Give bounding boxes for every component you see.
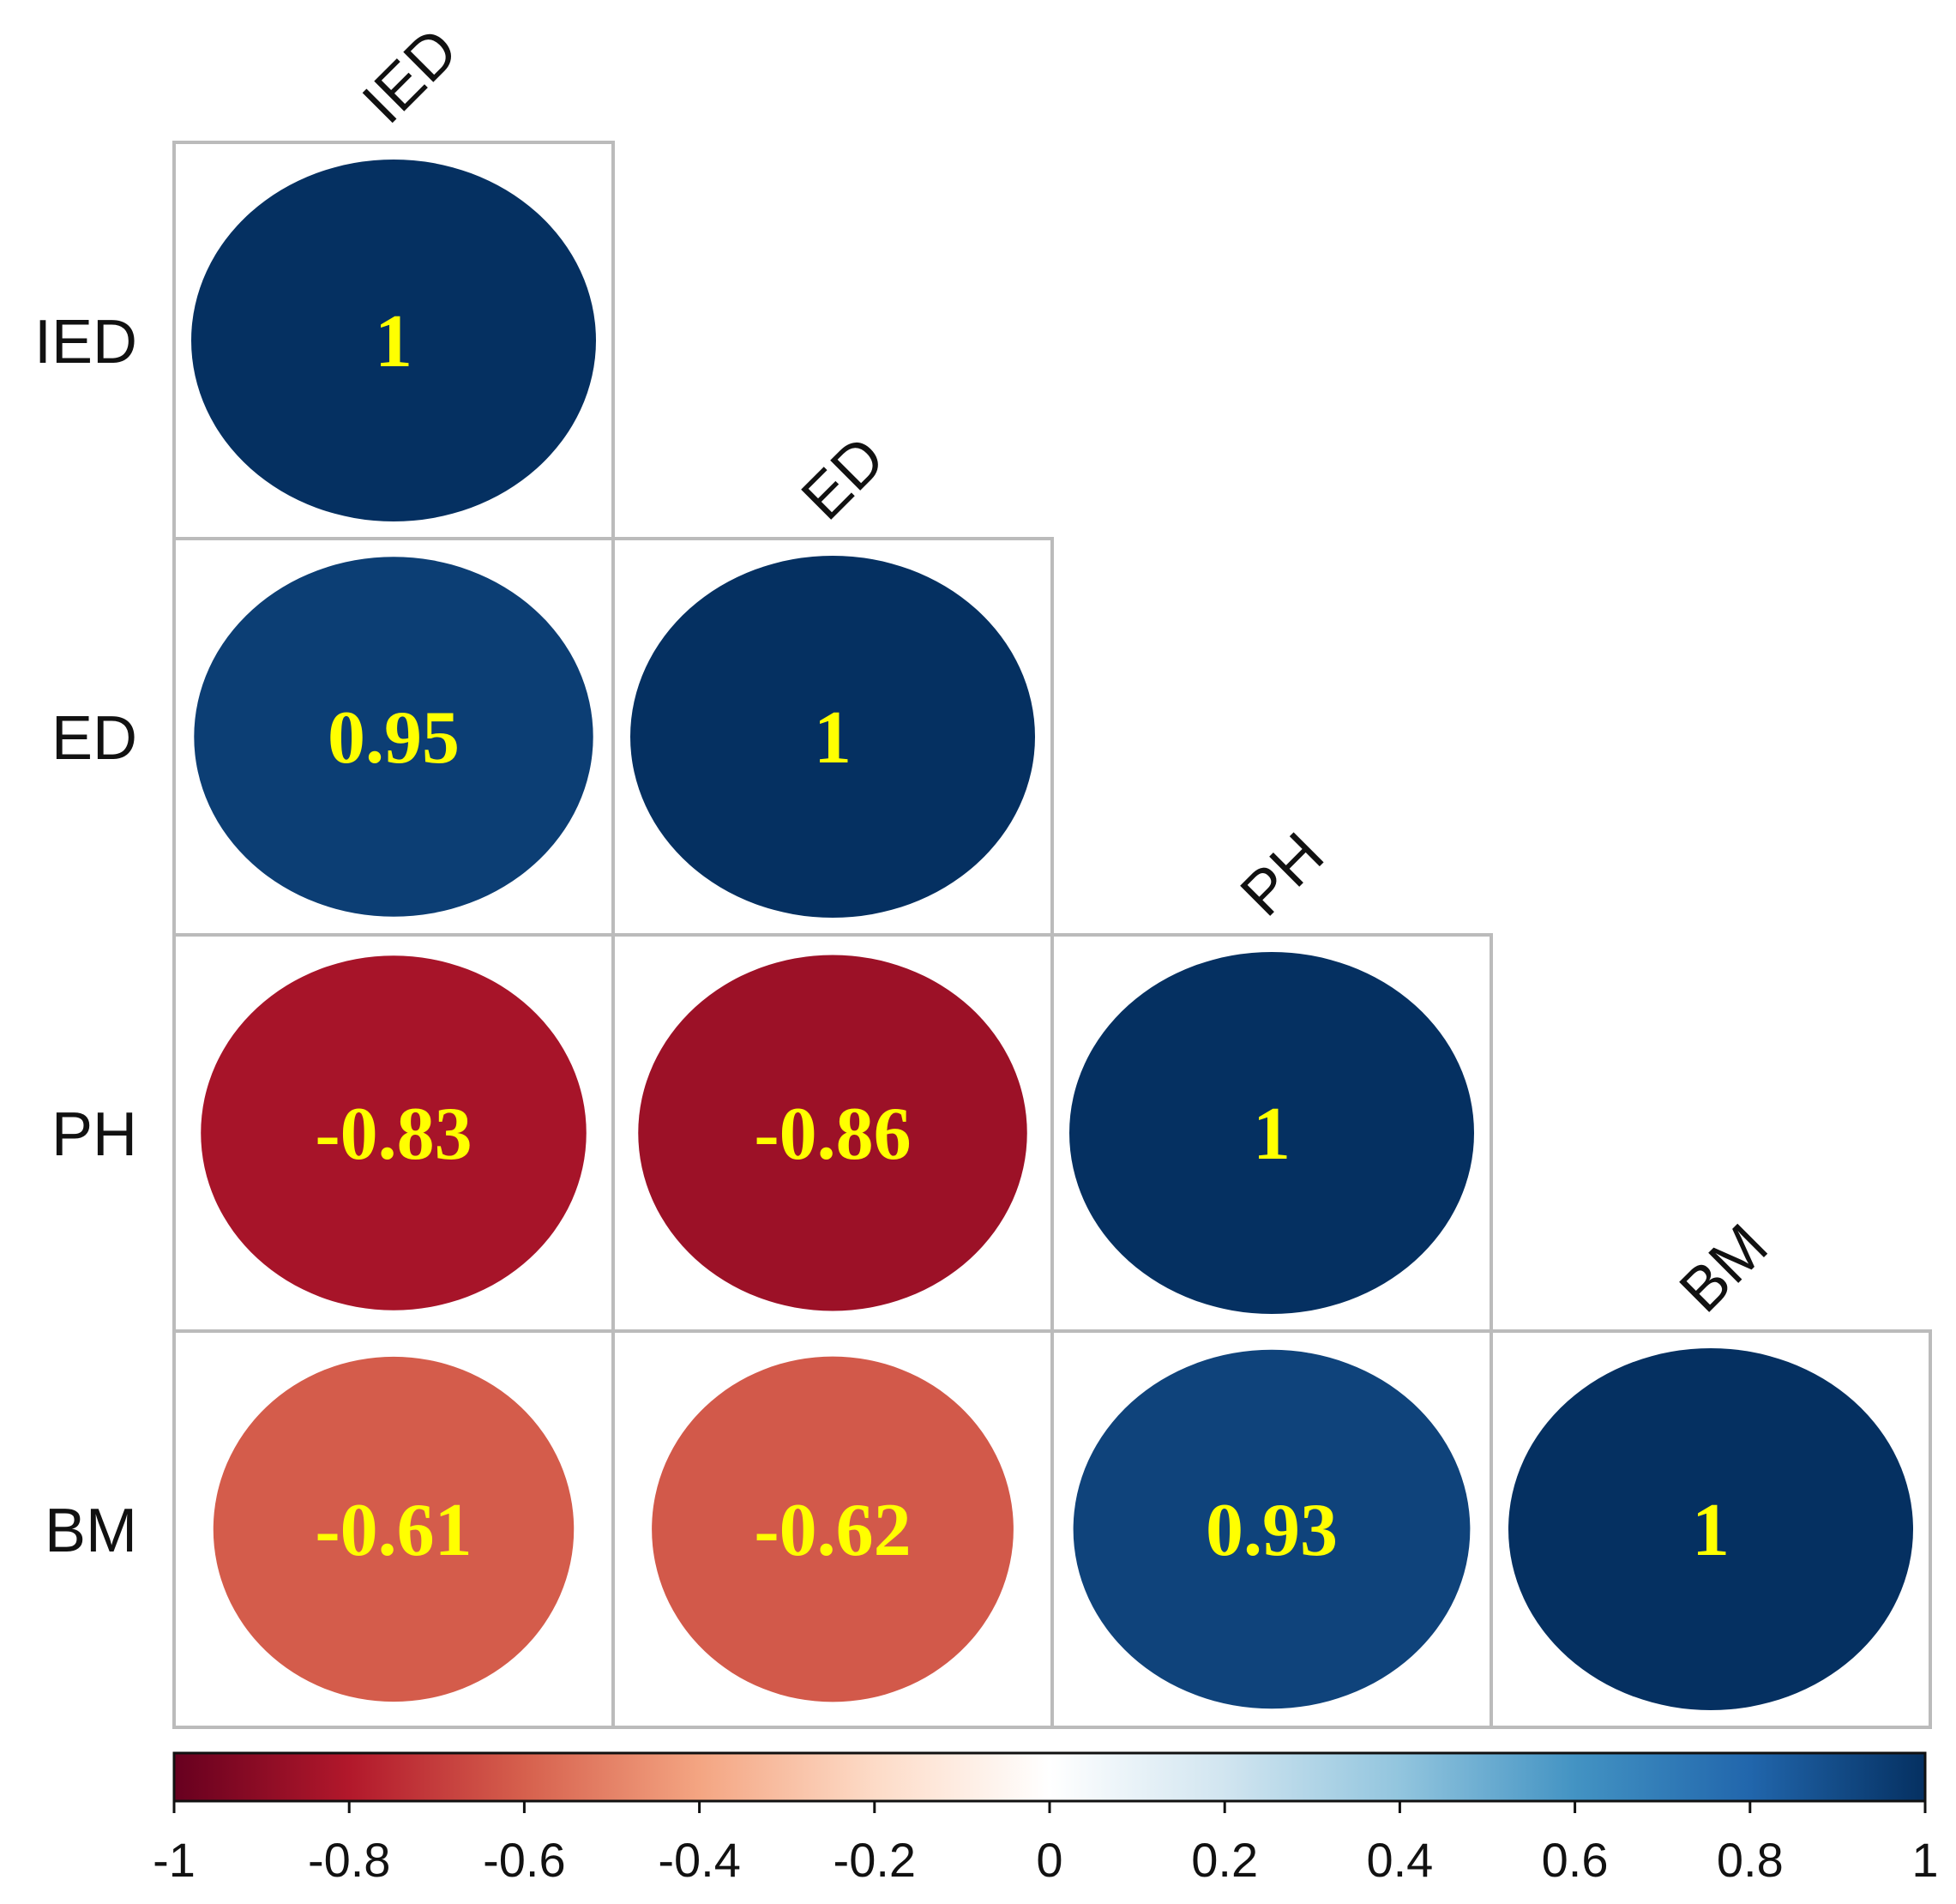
- ellipse-bm-ied: [213, 1356, 575, 1702]
- ellipse-ed-ied: [194, 557, 593, 917]
- colorbar-tick-label: -0.2: [834, 1833, 917, 1887]
- colorbar-tick-label: -0.8: [308, 1833, 391, 1887]
- colorbar-tick-label: 0.6: [1542, 1833, 1609, 1887]
- ellipse-ied-ied: [191, 160, 596, 521]
- row-label-ph: PH: [51, 1100, 137, 1169]
- value-label-ed-ied: 0.95: [328, 696, 460, 780]
- value-label-ed-ed: 1: [814, 696, 852, 780]
- colorbar-gradient: [172, 1751, 1927, 1803]
- matrix-cells: 1 0.95 1 -0.83 -0.86 1 -0.61 -0.62 0.93 1: [172, 141, 1932, 1729]
- col-label-ed: ED: [789, 424, 898, 533]
- row-label-ied: IED: [34, 308, 137, 377]
- value-label-bm-ed: -0.62: [754, 1489, 911, 1572]
- col-label-ph: PH: [1228, 820, 1337, 929]
- ellipse-ed-ed: [630, 556, 1035, 918]
- ellipse-bm-bm: [1508, 1348, 1913, 1710]
- value-label-ied-ied: 1: [375, 300, 412, 383]
- ellipse-ph-ied: [201, 955, 587, 1311]
- value-label-ph-ied: -0.83: [315, 1093, 472, 1176]
- value-label-ph-ed: -0.86: [754, 1093, 911, 1176]
- row-label-ed: ED: [51, 704, 137, 773]
- row-label-bm: BM: [45, 1497, 137, 1565]
- colorbar-tick-label: -0.6: [483, 1833, 566, 1887]
- ellipse-bm-ph: [1073, 1349, 1471, 1709]
- colorbar-tick-label: 0.4: [1366, 1833, 1433, 1887]
- value-label-bm-ph: 0.93: [1206, 1489, 1338, 1572]
- colorbar-tick-label: -1: [153, 1833, 196, 1887]
- ellipse-ph-ed: [638, 955, 1027, 1311]
- colorbar-tick-label: 0.2: [1191, 1833, 1258, 1887]
- colorbar-tick-label: 1: [1911, 1833, 1938, 1887]
- colorbar: -1 -0.8 -0.6 -0.4 -0.2 0 0.2 0.4 0.6 0.8 1: [153, 1751, 1939, 1887]
- value-label-ph-ph: 1: [1253, 1093, 1291, 1176]
- col-label-bm: BM: [1667, 1211, 1781, 1325]
- col-label-ied: IED: [350, 15, 471, 136]
- colorbar-tick-label: -0.4: [658, 1833, 741, 1887]
- value-label-bm-bm: 1: [1692, 1489, 1730, 1572]
- colorbar-tick-label: 0.8: [1717, 1833, 1784, 1887]
- colorbar-tick-label: 0: [1036, 1833, 1062, 1887]
- ellipse-ph-ph: [1069, 952, 1474, 1314]
- value-label-bm-ied: -0.61: [315, 1489, 472, 1572]
- ellipse-bm-ed: [652, 1356, 1014, 1702]
